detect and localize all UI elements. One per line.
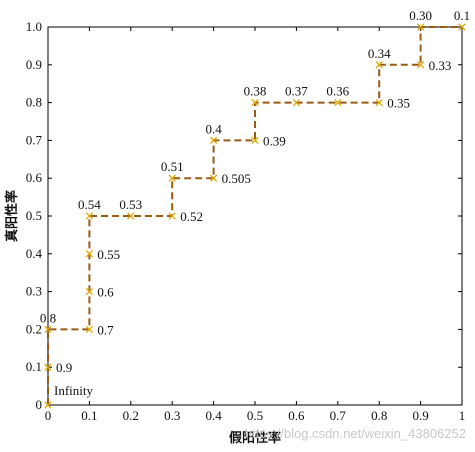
- data-label: 0.38: [244, 84, 267, 99]
- data-label: 0.54: [78, 197, 101, 212]
- data-label: 0.8: [40, 310, 56, 325]
- marker-stroke: [209, 174, 218, 182]
- x-tick-label: 0.6: [288, 408, 305, 423]
- marker-stroke: [127, 212, 135, 220]
- marker-stroke: [251, 98, 259, 107]
- x-tick-label: 0.3: [164, 408, 180, 423]
- data-point-marker: [458, 23, 466, 31]
- x-tick-label: 0.8: [371, 408, 387, 423]
- data-markers: [44, 23, 466, 409]
- x-axis-ticks: 0 0.1 0.2 0.3 0.4 0.5 0.6 0.7 0.8 0.9 1: [45, 27, 466, 423]
- data-label: 0.4: [205, 121, 222, 136]
- data-point-marker: [44, 363, 52, 371]
- data-point-marker: [416, 23, 425, 31]
- data-label: 0.33: [429, 58, 452, 73]
- marker-stroke: [416, 23, 425, 31]
- marker-stroke: [85, 287, 94, 296]
- x-tick-label: 0: [45, 408, 52, 423]
- y-tick-label: 0.2: [26, 321, 42, 336]
- x-tick-label: 1: [459, 408, 466, 423]
- y-tick-label: 0: [36, 397, 43, 412]
- marker-stroke: [209, 136, 218, 145]
- data-label: 0.35: [387, 96, 410, 111]
- data-point-marker: [168, 174, 176, 182]
- data-point-marker: [85, 287, 94, 296]
- data-point-marker: [375, 98, 383, 107]
- data-point-marker: [292, 98, 301, 107]
- data-label: 0.51: [161, 159, 184, 174]
- y-tick-label: 0.7: [26, 132, 43, 147]
- x-tick-label: 0.9: [412, 408, 428, 423]
- y-axis-ticks: 0 0.1 0.2 0.3 0.4 0.5 0.6 0.7 0.8 0.9 1.0: [26, 19, 462, 412]
- data-label: 0.1: [454, 8, 470, 23]
- data-point-marker: [375, 61, 383, 69]
- marker-stroke: [44, 363, 52, 371]
- data-point-marker: [416, 61, 425, 69]
- y-tick-label: 0.1: [26, 359, 42, 374]
- data-point-marker: [209, 174, 218, 182]
- data-label: Infinity: [54, 383, 93, 398]
- x-tick-label: 0.5: [247, 408, 263, 423]
- marker-stroke: [168, 212, 176, 220]
- y-tick-label: 1.0: [26, 19, 42, 34]
- data-label: 0.505: [222, 171, 251, 186]
- data-label: 0.34: [368, 46, 391, 61]
- y-axis-title: 真阳性率: [4, 190, 20, 242]
- y-tick-label: 0.5: [26, 208, 42, 223]
- data-point-marker: [85, 212, 94, 220]
- x-axis-title: 假阳性率: [229, 430, 281, 446]
- data-point-marker: [209, 136, 218, 145]
- data-point-marker: [44, 401, 52, 409]
- data-label: 0.30: [409, 8, 432, 23]
- marker-stroke: [375, 98, 383, 107]
- data-label: 0.7: [97, 322, 114, 337]
- y-tick-label: 0.4: [26, 246, 43, 261]
- data-label: 0.39: [263, 133, 286, 148]
- x-tick-label: 0.7: [330, 408, 347, 423]
- marker-stroke: [416, 61, 425, 69]
- data-label: 0.6: [97, 285, 114, 300]
- x-tick-label: 0.2: [123, 408, 139, 423]
- data-point-marker: [168, 212, 176, 220]
- marker-stroke: [44, 325, 52, 334]
- marker-stroke: [458, 23, 466, 31]
- y-tick-label: 0.8: [26, 95, 42, 110]
- marker-stroke: [375, 61, 383, 69]
- data-point-marker: [85, 250, 94, 258]
- x-tick-label: 0.4: [205, 408, 222, 423]
- data-label: 0.53: [119, 197, 142, 212]
- data-point-marker: [127, 212, 135, 220]
- data-label: 0.37: [285, 84, 308, 99]
- data-label: 0.52: [180, 209, 203, 224]
- data-point-marker: [251, 136, 259, 145]
- marker-stroke: [292, 98, 301, 107]
- y-tick-label: 0.6: [26, 170, 43, 185]
- data-point-marker: [334, 98, 342, 107]
- data-label: 0.36: [326, 84, 349, 99]
- watermark: https://blog.csdn.net/weixin_43806252: [245, 426, 466, 441]
- data-label: 0.55: [97, 247, 120, 262]
- data-point-marker: [44, 325, 52, 334]
- data-label: 0.9: [56, 360, 72, 375]
- threshold-labels: Infinity 0.9 0.8 0.7 0.6 0.55 0.54 0.53 0.52 0.51…: [40, 8, 470, 398]
- marker-stroke: [334, 98, 342, 107]
- marker-stroke: [168, 174, 176, 182]
- marker-stroke: [251, 136, 259, 145]
- y-tick-label: 0.9: [26, 57, 42, 72]
- data-point-marker: [251, 98, 259, 107]
- marker-stroke: [85, 250, 94, 258]
- marker-stroke: [85, 325, 94, 334]
- marker-stroke: [85, 212, 94, 220]
- x-tick-label: 0.1: [81, 408, 97, 423]
- data-point-marker: [85, 325, 94, 334]
- y-tick-label: 0.3: [26, 284, 42, 299]
- marker-stroke: [44, 401, 52, 409]
